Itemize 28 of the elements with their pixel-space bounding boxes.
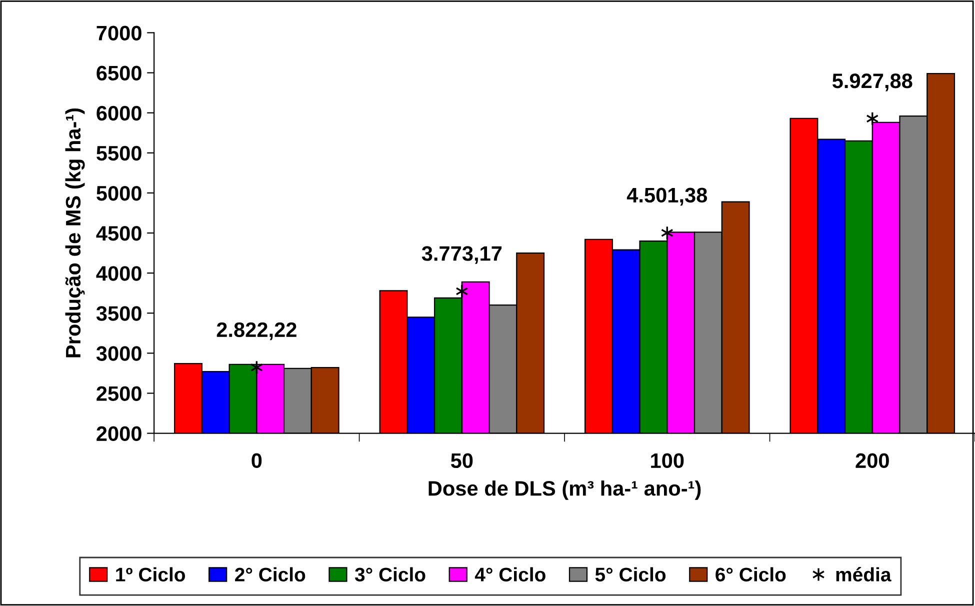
y-tick-label: 3500 [96,306,142,321]
y-tick-label: 3000 [96,346,142,361]
y-tick-label: 4500 [96,226,142,241]
legend-label: 2° Ciclo [235,567,306,582]
data-label: 3.773,17 [422,246,502,264]
x-tick-label: 200 [856,453,889,468]
x-tick-label: 50 [450,453,473,468]
y-tick-label: 6500 [96,66,142,81]
y-axis-title: Produção de MS (kg ha-¹) [65,108,85,358]
legend-label: 3° Ciclo [354,567,426,582]
x-axis-title: Dose de DLS (m³ ha-¹ ano-¹) [428,480,701,500]
y-tick-label: 2000 [96,426,142,442]
legend-label: 5° Ciclo [595,567,666,582]
data-label: 4.501,38 [626,188,708,206]
legend-label: 6° Ciclo [716,567,786,582]
x-tick-label: 0 [252,453,262,468]
y-tick-label: 4000 [96,266,142,281]
x-tick-label: 100 [651,453,684,468]
data-label: 5.927,88 [832,74,912,92]
y-tick-label: 5500 [96,146,142,161]
y-tick-label: 2500 [96,386,142,401]
y-tick-label: 7000 [96,26,142,40]
y-tick-label: 5000 [96,186,142,201]
legend-label: 4° Ciclo [474,567,546,582]
data-label: 2.822,22 [216,322,296,340]
y-tick-label: 6000 [96,106,142,121]
legend-label: média [836,567,892,582]
legend-label: 1º Ciclo [116,567,185,582]
